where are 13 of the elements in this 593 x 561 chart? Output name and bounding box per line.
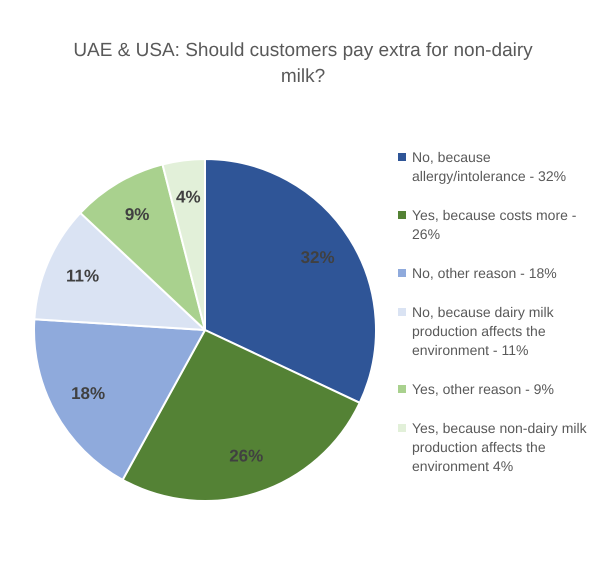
legend-label: No, because allergy/intolerance - 32% — [412, 148, 568, 186]
data-label: 32% — [300, 248, 335, 268]
legend-label: Yes, because costs more - 26% — [412, 206, 578, 244]
legend-label: No, because dairy milk production affects the environment - 11% — [412, 303, 555, 360]
chart-title: UAE & USA: Should customers pay extra for non-dairy milk? — [72, 39, 534, 89]
data-label: 11% — [66, 266, 100, 286]
legend-label: Yes, because non-dairy milk production affects the environment 4% — [412, 419, 588, 476]
legend-label: No, other reason - 18% — [412, 264, 557, 283]
data-label: 18% — [71, 384, 106, 403]
data-label: 9% — [124, 204, 150, 224]
data-label: 26% — [229, 446, 264, 466]
legend-label: Yes, other reason - 9% — [412, 380, 554, 399]
data-label: 4% — [176, 187, 201, 206]
